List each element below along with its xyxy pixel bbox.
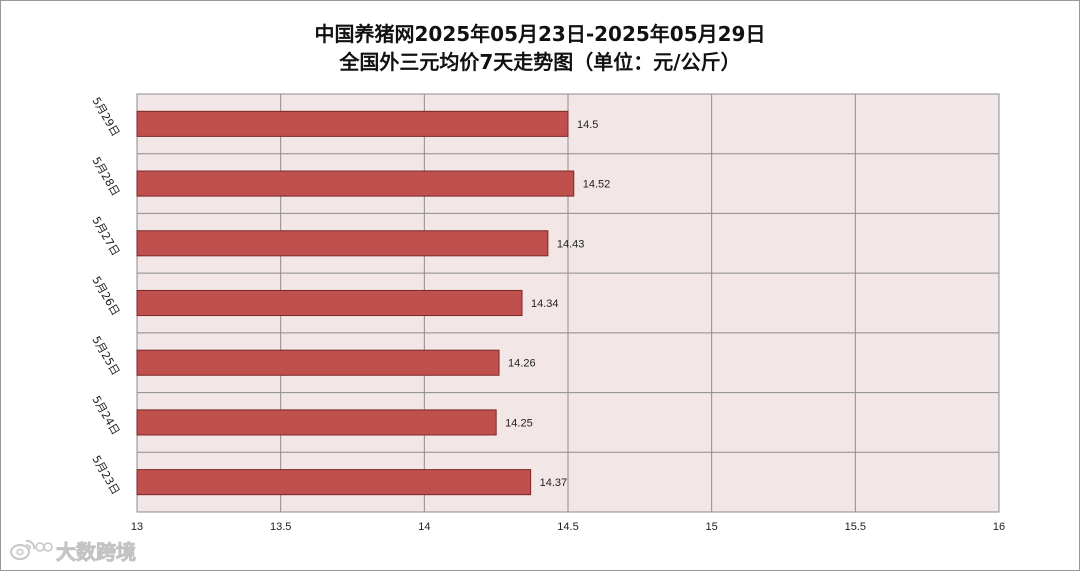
plot-area: 13 13.5 14 14.5 15 15.5 1614.55月29日14.525月28日1… (89, 93, 1005, 533)
bar (136, 409, 497, 436)
bar-value-label: 14.43 (557, 238, 585, 250)
bar-value-label: 14.34 (531, 298, 559, 310)
bar-value-label: 14.25 (505, 417, 533, 429)
watermark-text: 大数跨境 (56, 540, 136, 564)
x-tick-label: 15.5 (845, 521, 866, 533)
x-tick-label: 13.5 (270, 521, 291, 533)
chart-subtitle: 全国外三元均价7天走势图（单位：元/公斤） (338, 50, 740, 74)
x-tick-label: 14.5 (557, 521, 578, 533)
bar (136, 110, 569, 137)
bar (136, 469, 532, 496)
bar (136, 230, 549, 257)
x-tick-label: 14 (418, 521, 430, 533)
bar (136, 170, 575, 197)
bar-value-label: 14.52 (583, 179, 611, 191)
watermark: 大数跨境 (10, 539, 136, 564)
x-tick-label: 15 (706, 521, 718, 533)
chart-title: 中国养猪网2025年05月23日-2025年05月29日 (315, 22, 766, 46)
weibo-logo-icon (10, 539, 53, 560)
bar (136, 289, 523, 317)
x-tick-label: 16 (993, 521, 1005, 533)
bar-value-label: 14.5 (577, 119, 598, 131)
bar-value-label: 14.37 (540, 477, 568, 489)
bar-value-label: 14.26 (508, 358, 536, 370)
bar (136, 349, 500, 376)
x-tick-label: 13 (131, 521, 143, 533)
